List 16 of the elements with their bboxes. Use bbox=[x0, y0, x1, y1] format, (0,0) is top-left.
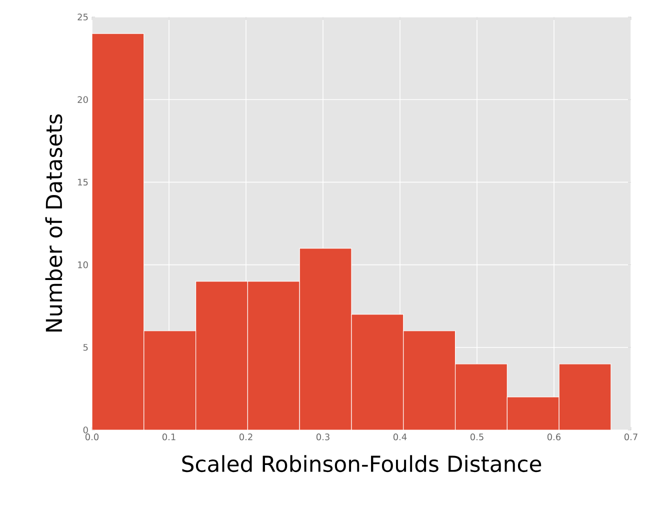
y-tick-label: 25 bbox=[78, 14, 88, 20]
y-tick-label: 0 bbox=[83, 426, 88, 434]
x-axis-title: Scaled Robinson-Foulds Distance bbox=[182, 455, 542, 472]
x-tick-label: 0.0 bbox=[85, 434, 99, 440]
x-tick-label: 0.5 bbox=[470, 434, 484, 440]
x-tick-label: 0.3 bbox=[316, 434, 330, 440]
x-tick-label: 0.7 bbox=[624, 434, 638, 440]
x-tick-label: 0.6 bbox=[547, 434, 561, 440]
y-tick-label: 10 bbox=[78, 261, 88, 268]
y-tick-label: 15 bbox=[78, 178, 88, 186]
x-tick-label: 0.4 bbox=[393, 434, 407, 440]
y-axis-title: Number of Datasets bbox=[45, 114, 62, 332]
x-tick-label: 0.2 bbox=[239, 434, 252, 440]
y-tick-label: 20 bbox=[78, 96, 88, 103]
y-tick-label: 5 bbox=[83, 344, 88, 351]
x-tick-label: 0.1 bbox=[162, 434, 176, 440]
